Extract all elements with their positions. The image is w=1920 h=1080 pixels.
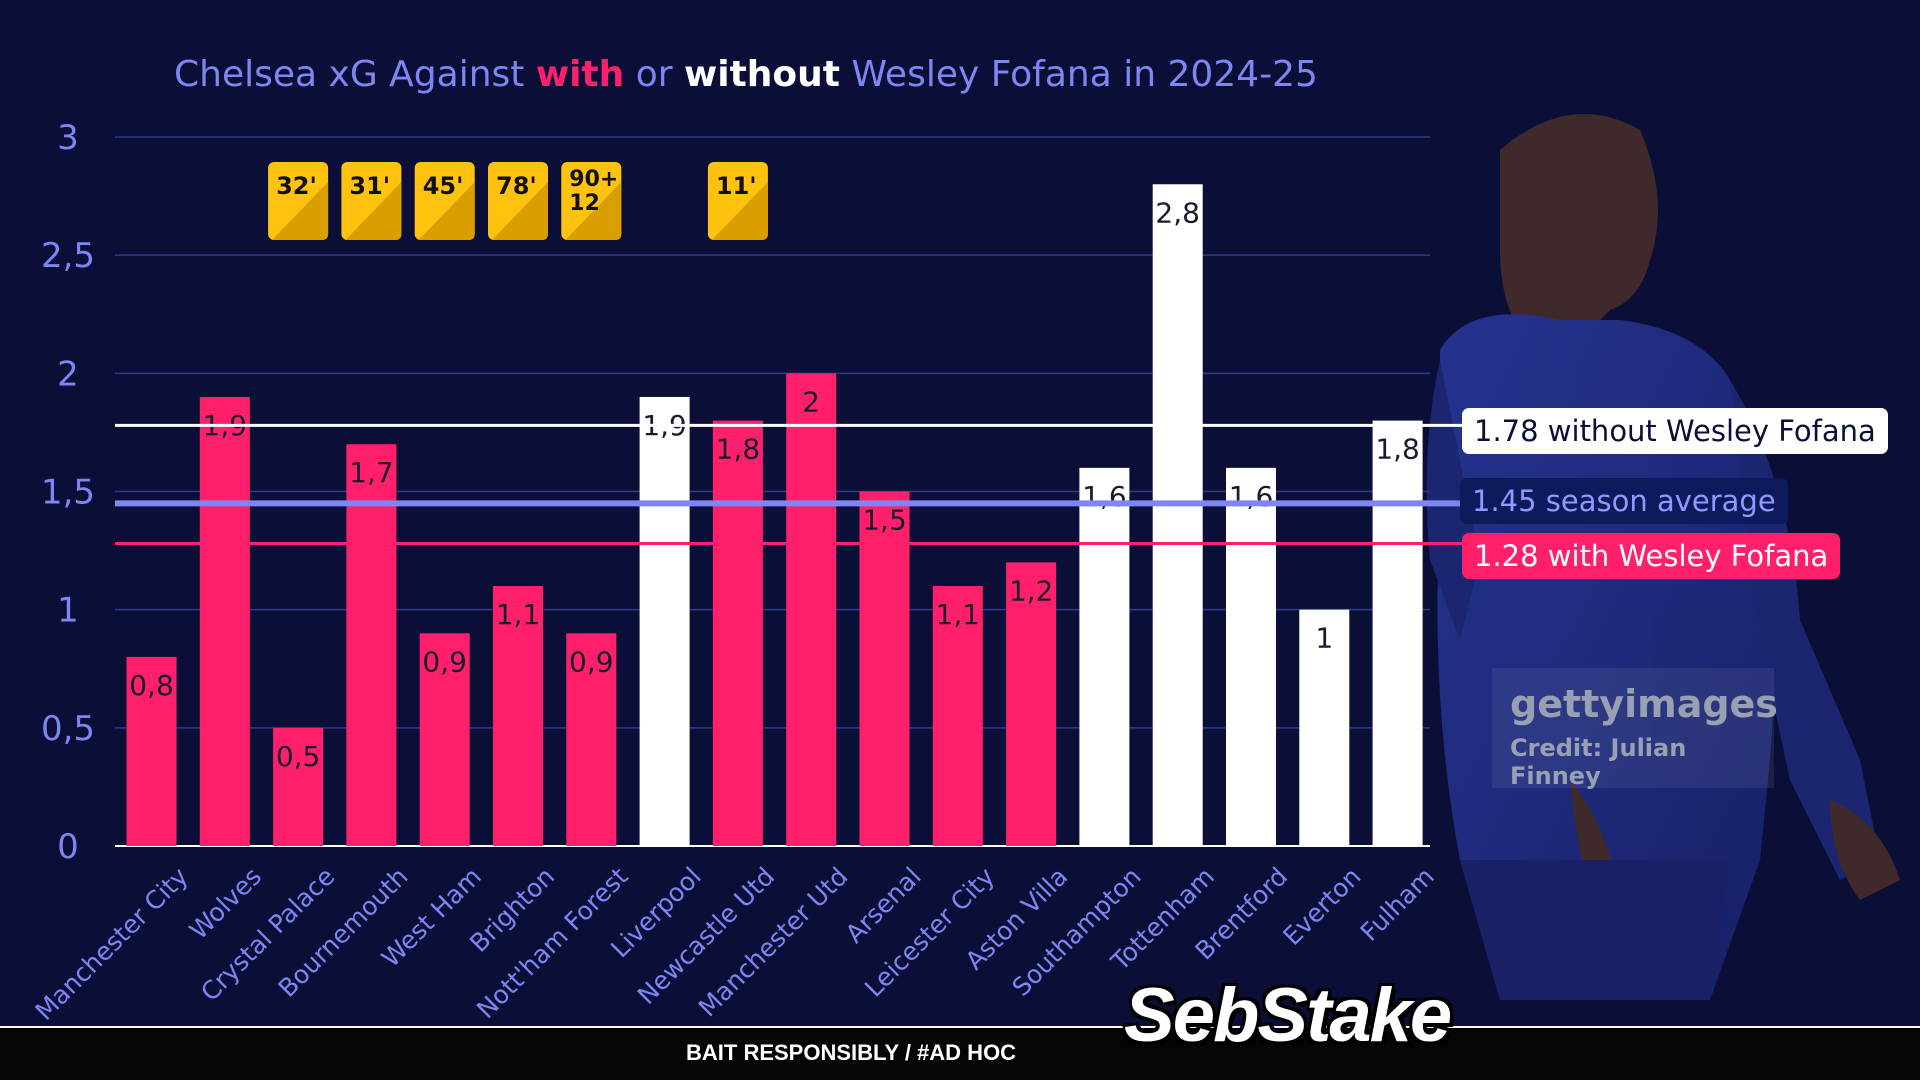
- y-tick-label: 1: [57, 591, 79, 631]
- x-tick-label: Fulham: [1355, 862, 1440, 947]
- bar-value-label: 1,5: [862, 504, 907, 537]
- season-average-label: 1.45 season average: [1460, 478, 1788, 524]
- bar: [273, 727, 324, 846]
- title-part3: Wesley Fofana in 2024-25: [840, 54, 1318, 95]
- title-part1: Chelsea xG Against: [174, 54, 536, 95]
- bar-value-label: 1,8: [716, 433, 761, 466]
- bar: [932, 586, 983, 846]
- sebstake-logo: SebStake: [1124, 973, 1452, 1058]
- x-tick-label: Everton: [1277, 862, 1366, 951]
- bar: [1226, 467, 1276, 846]
- footer-divider: [0, 1026, 1920, 1029]
- card-minute-label: 90+: [569, 167, 618, 192]
- yellow-card-shade: [492, 182, 548, 240]
- y-tick-label: 2,5: [41, 236, 95, 276]
- bar-value-label: 1: [1315, 622, 1333, 655]
- bar-value-label: 1,8: [1375, 433, 1420, 466]
- card-minute-label: 78': [496, 172, 537, 200]
- footer-text: BAIT RESPONSIBLY / #AD HOC: [686, 1040, 1017, 1065]
- y-tick-label: 3: [57, 118, 79, 158]
- bar: [1006, 562, 1057, 846]
- x-tick-label: Leicester City: [859, 862, 1000, 1003]
- y-tick-label: 0: [57, 827, 79, 867]
- card-minute-label: 45': [423, 172, 464, 200]
- bar: [493, 586, 543, 846]
- with-fofana-label: 1.28 with Wesley Fofana: [1462, 533, 1841, 579]
- bar-value-label: 0,8: [129, 669, 174, 702]
- bar-value-label: 0,9: [422, 645, 467, 678]
- bar-value-label: 1,7: [349, 456, 394, 489]
- bar-value-label: 0,9: [569, 645, 614, 678]
- bar: [346, 444, 397, 846]
- y-tick-label: 1,5: [41, 473, 95, 513]
- title-with: with: [535, 54, 625, 95]
- bar: [1299, 609, 1350, 846]
- title-without: without: [683, 54, 840, 95]
- without-fofana-label: 1.78 without Wesley Fofana: [1462, 408, 1888, 454]
- bar-value-label: 2: [802, 385, 820, 418]
- yellow-card-shade: [345, 182, 402, 240]
- bar: [419, 633, 470, 846]
- bar-value-label: 1,6: [1229, 480, 1274, 513]
- bar: [126, 656, 177, 846]
- bar: [786, 373, 837, 846]
- bar: [566, 633, 617, 846]
- yellow-card-shade: [272, 182, 329, 240]
- x-tick-label: Bournemouth: [273, 862, 414, 1003]
- x-tick-label: Manchester City: [30, 862, 194, 1026]
- bar-value-label: 1,1: [496, 598, 541, 631]
- getty-watermark: gettyimages Credit: Julian Finney: [1492, 668, 1778, 790]
- bar-value-label: 1,6: [1082, 480, 1127, 513]
- y-tick-label: 0,5: [41, 709, 95, 749]
- card-minute-label: 12: [569, 191, 600, 216]
- bar: [1079, 467, 1130, 846]
- bar: [859, 491, 910, 846]
- title-part2: or: [624, 54, 684, 95]
- yellow-card-shade: [711, 182, 768, 240]
- chart-title: Chelsea xG Against with or without Wesle…: [174, 54, 1374, 95]
- bar: [639, 396, 690, 846]
- yellow-card-shade: [565, 182, 622, 240]
- y-tick-label: 2: [57, 354, 79, 394]
- bar-value-label: 0,5: [276, 740, 321, 773]
- watermark-credit: Credit: Julian Finney: [1510, 734, 1687, 790]
- bar-value-label: 1,2: [1009, 574, 1054, 607]
- card-minute-label: 11': [716, 172, 757, 200]
- bar-value-label: 1,1: [936, 598, 981, 631]
- yellow-card-shade: [418, 182, 475, 240]
- bar: [712, 420, 763, 846]
- bar-value-label: 2,8: [1155, 196, 1200, 229]
- x-tick-label: Crystal Palace: [195, 862, 340, 1007]
- footer-bar: [0, 1028, 1920, 1080]
- bar: [199, 396, 250, 846]
- bar: [1152, 184, 1203, 846]
- watermark-brand: gettyimages: [1510, 682, 1778, 726]
- card-minute-label: 32': [276, 172, 317, 200]
- card-minute-label: 31': [349, 172, 390, 200]
- bar: [1372, 420, 1423, 846]
